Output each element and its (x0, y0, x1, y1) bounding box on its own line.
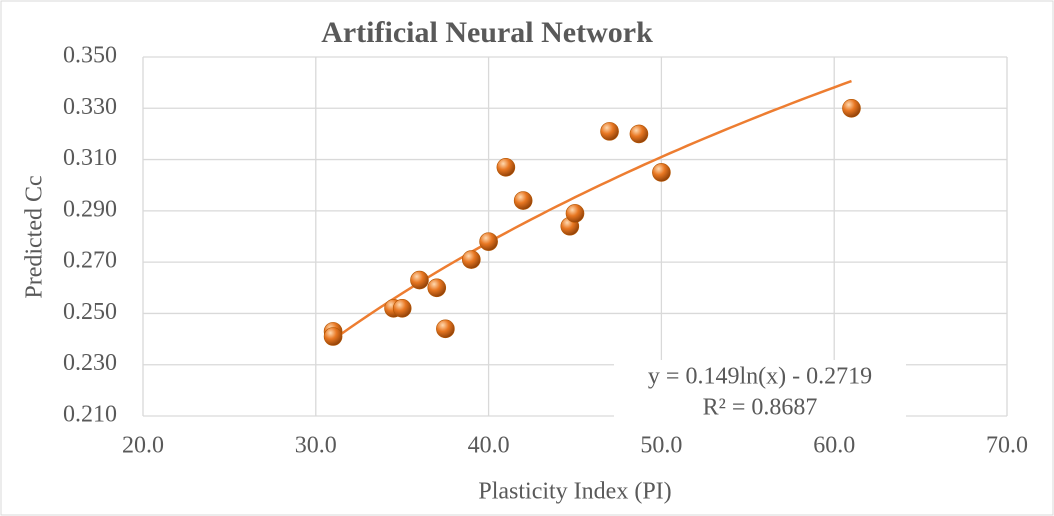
y-tick-label: 0.230 (63, 350, 117, 376)
scatter-point (427, 278, 447, 298)
scatter-point (323, 327, 343, 346)
y-axis-label: Predicted Cc (22, 175, 48, 298)
y-tick-label: 0.250 (63, 299, 117, 325)
chart-title: Artificial Neural Network (321, 16, 653, 49)
y-tick-label: 0.270 (63, 248, 117, 274)
scatter-point (629, 124, 649, 144)
equation-box (614, 360, 906, 426)
scatter-point (410, 270, 429, 290)
scatter-point (652, 163, 671, 182)
x-tick-label: 20.0 (122, 433, 164, 459)
trendline-equation: y = 0.149ln(x) - 0.2719 (648, 364, 872, 390)
x-tick-label: 70.0 (986, 433, 1028, 459)
x-tick-label: 50.0 (640, 433, 682, 459)
scatter-point (842, 98, 861, 118)
y-tick-label: 0.310 (63, 145, 117, 171)
y-tick-label: 0.210 (63, 402, 117, 428)
scatter-point (496, 157, 516, 177)
trendline-r2: R² = 0.8687 (703, 395, 818, 421)
scatter-point (513, 191, 533, 210)
y-tick-label: 0.290 (63, 196, 117, 222)
scatter-point (436, 319, 455, 339)
x-axis-label: Plasticity Index (PI) (478, 479, 671, 505)
y-tick-label: 0.350 (63, 43, 117, 69)
x-tick-label: 40.0 (468, 433, 510, 459)
marks (323, 79, 861, 346)
scatter-point (479, 232, 498, 251)
x-tick-label: 30.0 (295, 433, 337, 459)
y-tick-label: 0.330 (63, 94, 117, 120)
scatter-point (565, 204, 585, 223)
scatter-point (600, 122, 619, 141)
scatter-point (392, 298, 412, 318)
x-tick-label: 60.0 (813, 433, 855, 459)
scatter-point (462, 250, 481, 269)
